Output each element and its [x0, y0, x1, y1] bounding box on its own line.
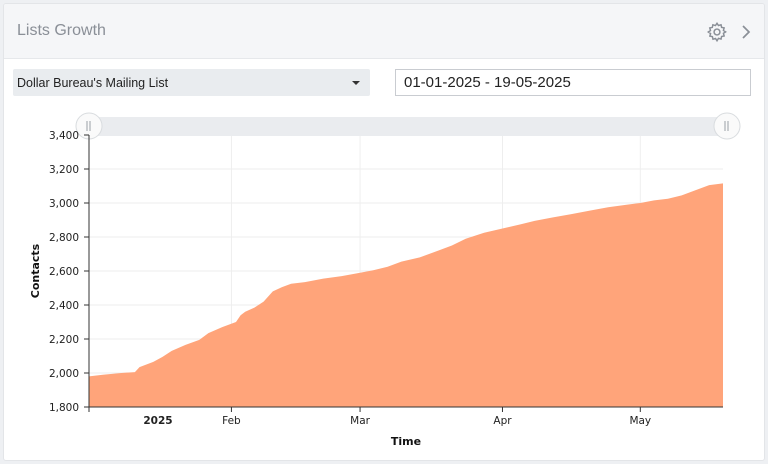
x-tick-label: 2025	[143, 415, 172, 427]
range-navigator[interactable]	[75, 112, 741, 140]
navigator-track[interactable]	[89, 117, 728, 136]
y-tick-label: 2,000	[49, 368, 79, 380]
navigator-right-handle[interactable]	[713, 112, 741, 140]
x-tick-label: May	[629, 415, 651, 427]
mailing-list-select[interactable]: Dollar Bureau's Mailing List	[13, 69, 370, 96]
y-tick-label: 3,000	[49, 198, 79, 210]
panel-header: Lists Growth	[4, 4, 764, 59]
caret-down-icon	[352, 81, 360, 85]
y-axis-ticks: 1,800 2,000 2,200 2,400 2,600 2,800 3,000 3,200…	[49, 130, 89, 414]
mailing-list-select-value: Dollar Bureau's Mailing List	[17, 76, 169, 90]
y-tick-label: 2,600	[49, 266, 79, 278]
y-tick-label: 2,800	[49, 232, 79, 244]
y-tick-label: 1,800	[49, 402, 79, 414]
y-tick-label: 2,400	[49, 300, 79, 312]
y-tick-label: 3,200	[49, 164, 79, 176]
x-tick-label: Apr	[493, 415, 512, 427]
x-axis-label: Time	[391, 435, 421, 448]
y-tick-label: 2,200	[49, 334, 79, 346]
x-tick-label: Mar	[350, 415, 370, 427]
y-axis-label: Contacts	[29, 243, 42, 298]
y-tick-label: 3,400	[49, 130, 79, 142]
gear-icon[interactable]	[706, 21, 728, 43]
x-axis-ticks: 2025 Feb Mar Apr May	[88, 407, 651, 427]
date-range-input[interactable]	[395, 69, 751, 96]
panel-title: Lists Growth	[17, 22, 106, 39]
x-tick-label: Feb	[222, 415, 241, 427]
contacts-area	[89, 183, 723, 407]
chevron-right-icon[interactable]	[737, 22, 755, 42]
